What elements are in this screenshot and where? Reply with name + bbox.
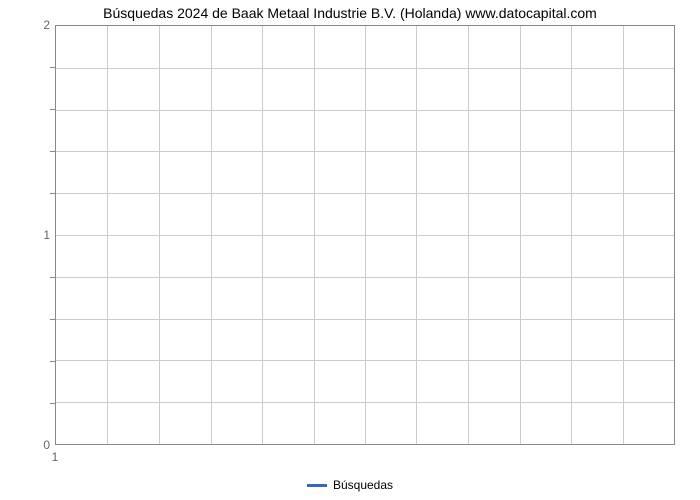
chart-container: Búsquedas 2024 de Baak Metaal Industrie … <box>0 0 700 500</box>
grid-line-v <box>262 26 263 444</box>
y-tick-label: 1 <box>10 228 50 242</box>
y-tick-label: 2 <box>10 18 50 32</box>
legend-line-icon <box>307 484 327 487</box>
grid-line-v <box>365 26 366 444</box>
grid-line-v <box>520 26 521 444</box>
grid-line-v <box>211 26 212 444</box>
legend: Búsquedas <box>0 477 700 492</box>
plot-area <box>55 25 675 445</box>
grid-line-v <box>571 26 572 444</box>
grid-line-v <box>416 26 417 444</box>
grid-line-v <box>107 26 108 444</box>
grid-line-v <box>314 26 315 444</box>
grid-line-v <box>468 26 469 444</box>
grid-line-v <box>623 26 624 444</box>
chart-title: Búsquedas 2024 de Baak Metaal Industrie … <box>0 5 700 21</box>
y-tick-label: 0 <box>10 438 50 452</box>
legend-label: Búsquedas <box>333 478 393 492</box>
x-tick-label: 1 <box>52 450 59 464</box>
grid-line-v <box>159 26 160 444</box>
